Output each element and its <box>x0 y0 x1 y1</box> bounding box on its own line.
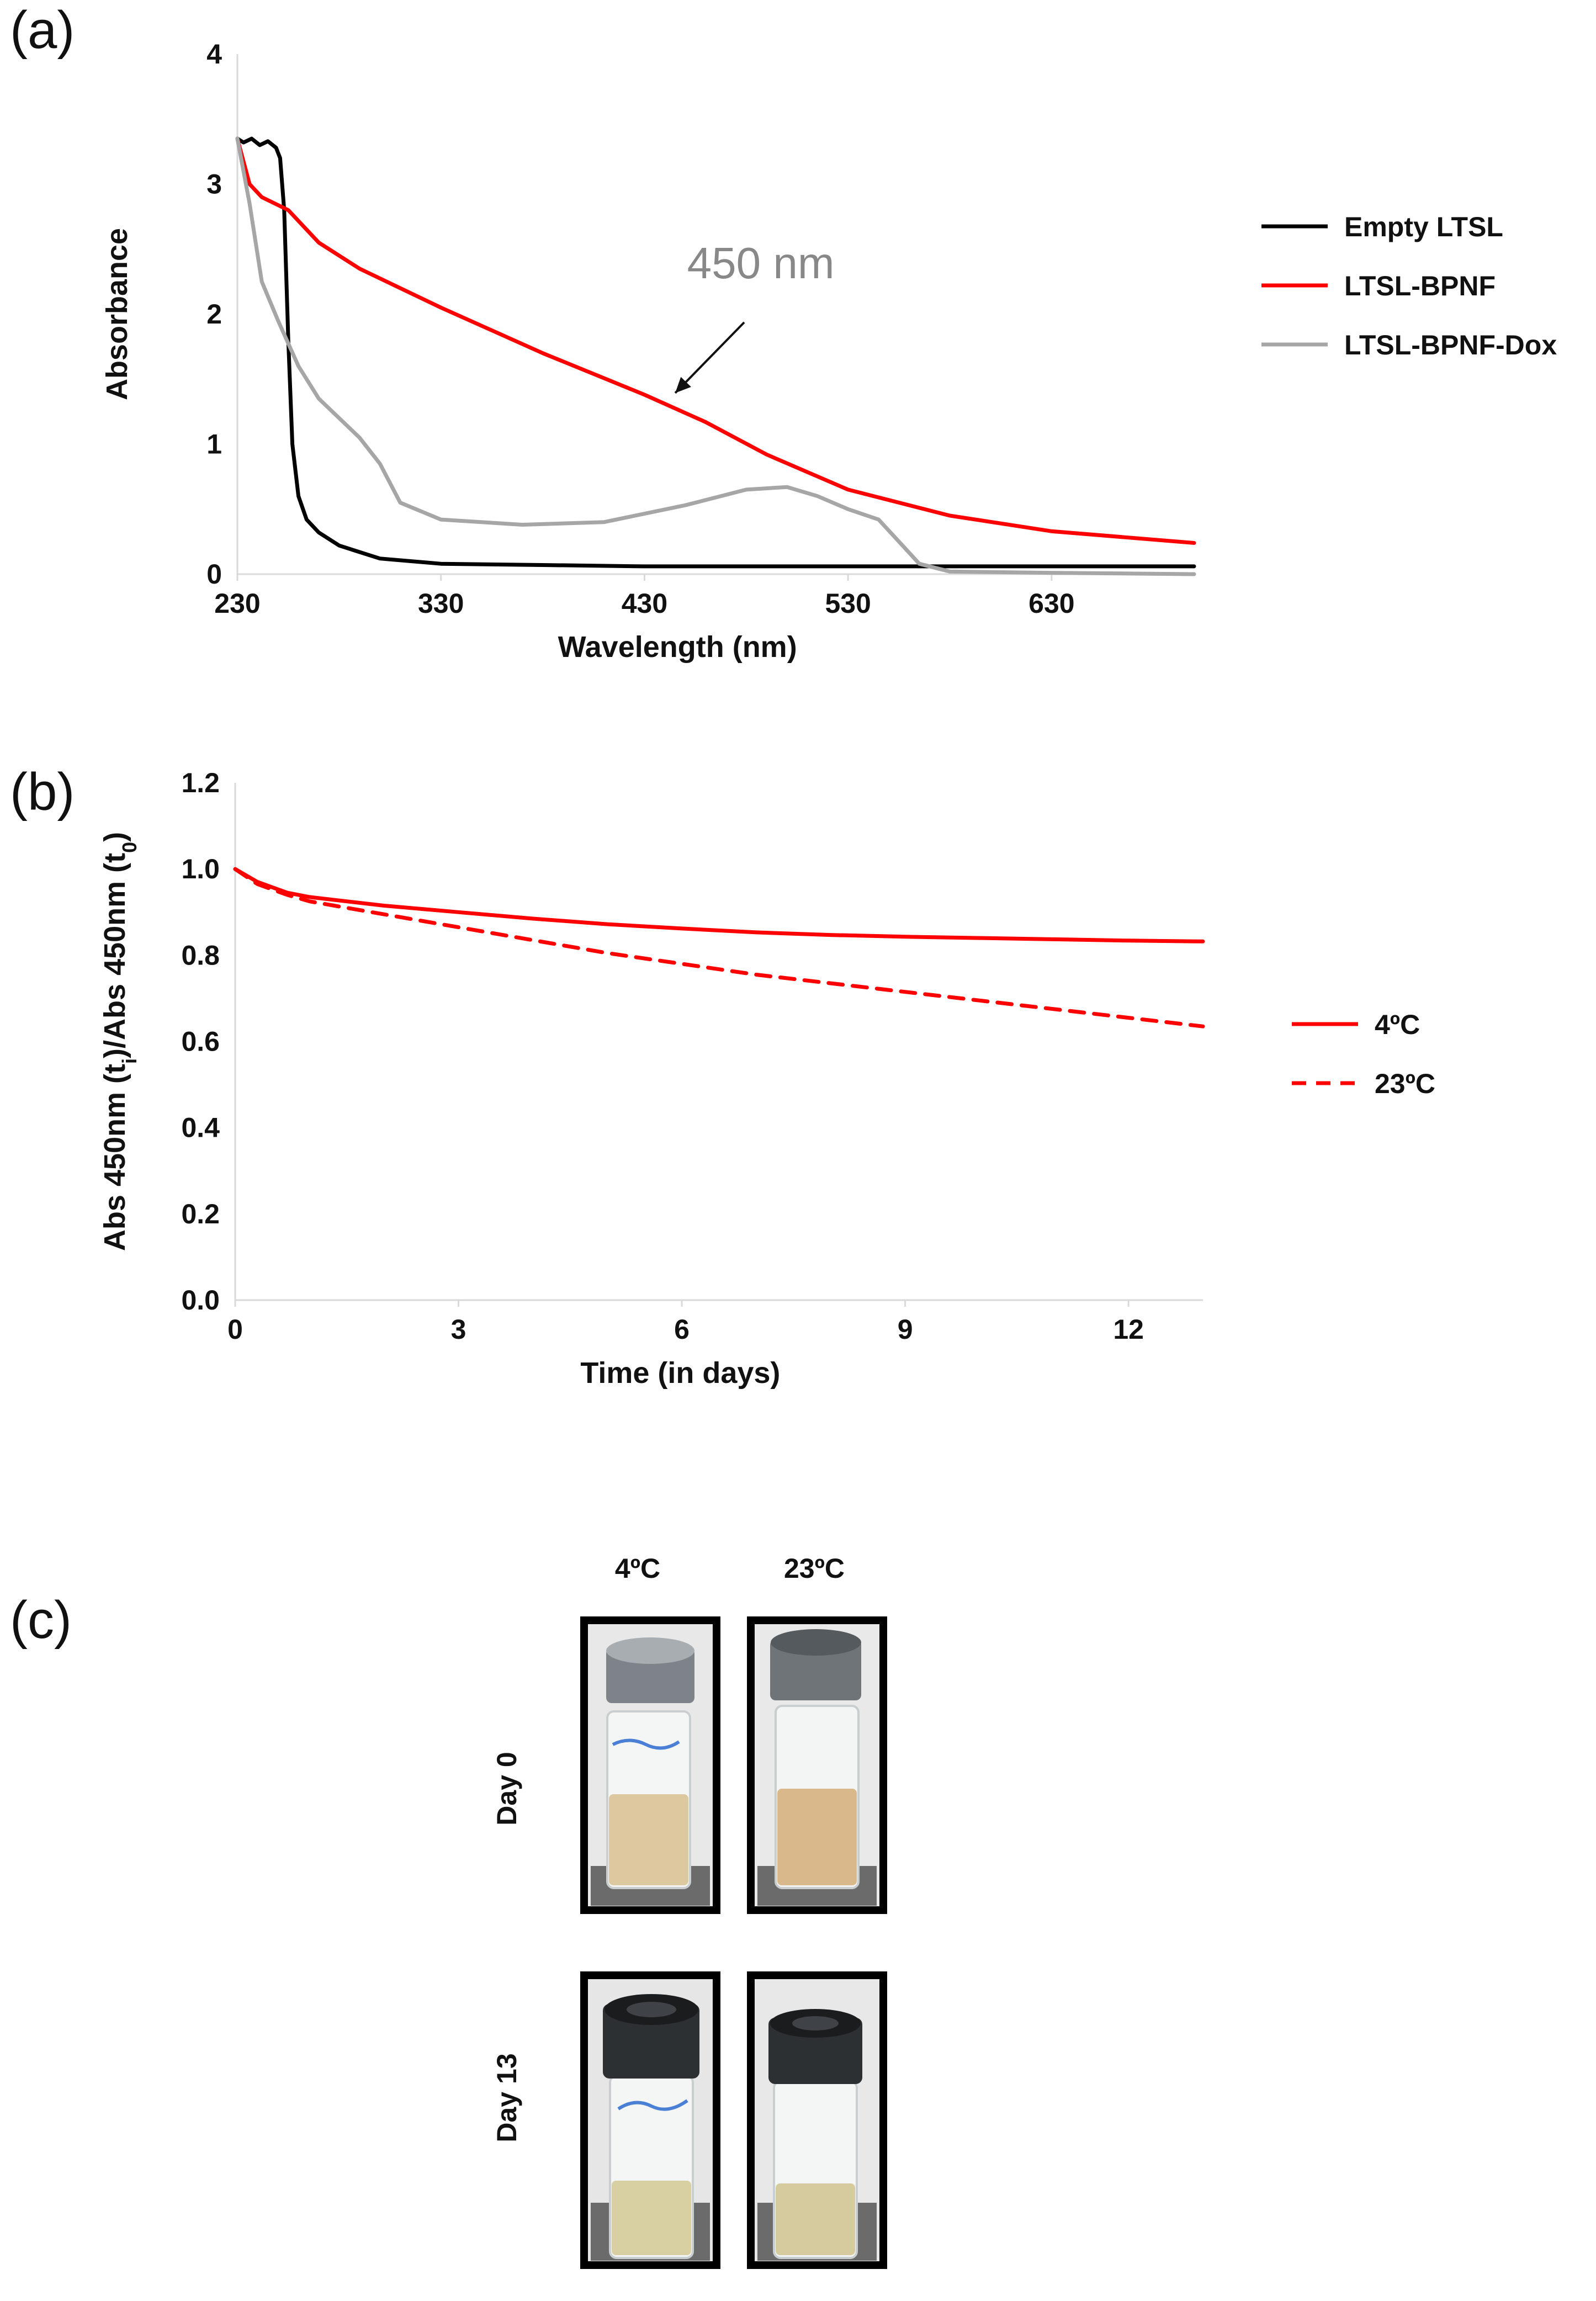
vial-row-label-day13: Day 13 <box>491 2053 522 2142</box>
series-line-1 <box>235 136 1196 569</box>
x-axis-title: Wavelength (nm) <box>558 630 797 664</box>
y-tick-label: 0.0 <box>181 1285 220 1316</box>
y-axis-title-subscript: 0 <box>118 842 141 853</box>
y-axis-title-part: ) <box>98 832 131 842</box>
x-tick-label: 12 <box>1113 1314 1144 1345</box>
y-tick-label: 0.4 <box>181 1112 220 1143</box>
vial-column-label-23c: 23ºC <box>784 1553 845 1584</box>
vial-photo-day0-23c <box>747 1616 887 1914</box>
y-axis-title: Abs 450nm (ti)/Abs 450nm (t0) <box>98 832 141 1251</box>
x-tick-label: 6 <box>674 1314 690 1345</box>
legend-label-2: 23ºC <box>1375 1068 1435 1099</box>
panel-label-c: (c) <box>10 1590 72 1650</box>
y-axis-title-subscript: i <box>118 1058 141 1064</box>
x-tick-label: 430 <box>622 588 667 619</box>
y-tick-label: 1.2 <box>181 767 220 798</box>
y-tick-label: 0.2 <box>181 1199 220 1229</box>
series-line-1 <box>233 867 1205 943</box>
y-tick-label: 1.0 <box>181 853 220 884</box>
vial-photo-day13-4c <box>580 1971 720 2269</box>
y-tick-label: 0 <box>206 559 222 590</box>
y-tick-label: 1 <box>206 429 222 460</box>
vial-photo-grid: 4ºC 23ºC Day 0 Day 13 <box>491 1553 887 2269</box>
y-tick-label: 2 <box>206 299 222 330</box>
chart-absorbance-spectra: 230 330 430 530 630 0 1 2 3 4 Wavelength (nm) Absor… <box>100 39 1557 664</box>
annotation-arrowhead <box>675 377 691 393</box>
legend-label-3: LTSL-BPNF-Dox <box>1344 330 1557 360</box>
y-tick-label: 4 <box>206 39 222 70</box>
x-tick-label: 9 <box>898 1314 913 1345</box>
y-tick-label: 0.8 <box>181 940 220 971</box>
x-tick-label: 330 <box>418 588 464 619</box>
x-tick-label: 0 <box>227 1314 243 1345</box>
y-axis-title-part: )/Abs 450nm (t <box>98 853 131 1058</box>
series-line-2 <box>233 867 1205 1028</box>
vial-photo-day0-4c <box>580 1616 720 1914</box>
vial-row-label-day0: Day 0 <box>491 1752 522 1825</box>
vial-photo-day13-23c <box>747 1971 887 2269</box>
y-axis-title: Absorbance <box>100 228 134 400</box>
legend-label-2: LTSL-BPNF <box>1344 271 1496 301</box>
legend-label-1: Empty LTSL <box>1344 211 1503 242</box>
panel-label-a: (a) <box>10 1 75 60</box>
series-line-2 <box>235 136 1196 545</box>
annotation-arrow <box>674 321 745 394</box>
y-tick-label: 3 <box>206 169 222 200</box>
series-line-3 <box>235 136 1196 576</box>
vial-column-label-4c: 4ºC <box>615 1553 660 1584</box>
annotation-label: 450 nm <box>687 238 835 288</box>
x-tick-label: 230 <box>214 588 260 619</box>
panel-label-b: (b) <box>10 762 75 821</box>
chart-stability-over-time: 0 3 6 9 12 0.0 0.2 0.4 0.6 0.8 1.0 1.2 Time (in days… <box>98 767 1435 1390</box>
x-tick-label: 530 <box>825 588 871 619</box>
legend-label-1: 4ºC <box>1375 1009 1420 1040</box>
y-tick-label: 0.6 <box>181 1026 220 1057</box>
y-axis-title-part: Abs 450nm (t <box>98 1064 131 1251</box>
x-tick-label: 3 <box>451 1314 466 1345</box>
x-axis-title: Time (in days) <box>580 1356 780 1390</box>
x-tick-label: 630 <box>1028 588 1074 619</box>
